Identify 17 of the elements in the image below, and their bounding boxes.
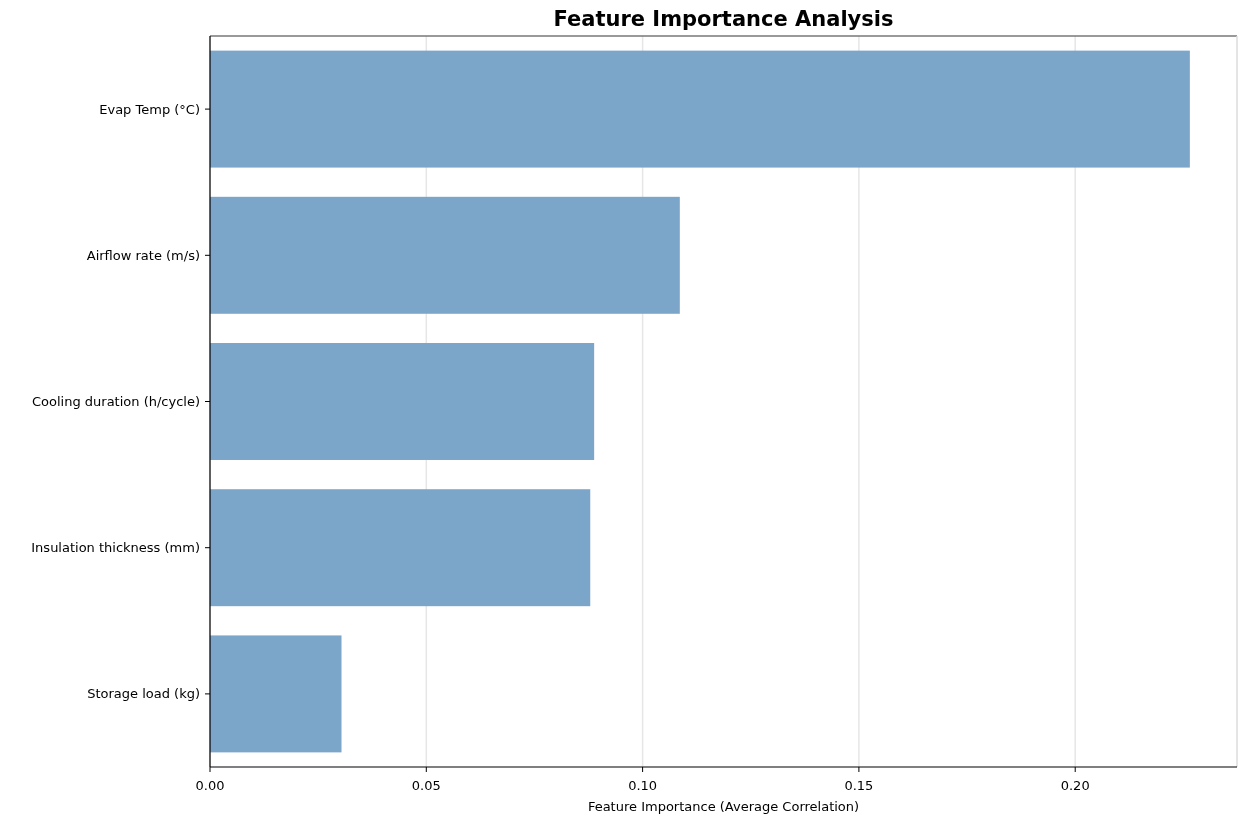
bar bbox=[210, 50, 1190, 168]
chart-title: Feature Importance Analysis bbox=[553, 7, 894, 31]
bar bbox=[210, 635, 342, 753]
x-tick-label: 0.20 bbox=[1060, 778, 1090, 793]
x-tick-label: 0.00 bbox=[195, 778, 225, 793]
x-axis-title: Feature Importance (Average Correlation) bbox=[587, 799, 860, 814]
y-tick-label: Cooling duration (h/cycle) bbox=[31, 394, 200, 410]
x-tick-label: 0.15 bbox=[844, 778, 874, 793]
y-tick-label: Insulation thickness (mm) bbox=[31, 540, 200, 556]
y-tick-label: Evap Temp (°C) bbox=[99, 101, 200, 117]
x-tick-label: 0.10 bbox=[628, 778, 658, 793]
bar bbox=[210, 489, 591, 607]
bar bbox=[210, 343, 595, 460]
y-tick-label: Storage load (kg) bbox=[87, 686, 200, 702]
y-tick-label: Airflow rate (m/s) bbox=[86, 247, 200, 263]
bar bbox=[210, 196, 680, 314]
x-tick-label: 0.05 bbox=[411, 778, 441, 793]
